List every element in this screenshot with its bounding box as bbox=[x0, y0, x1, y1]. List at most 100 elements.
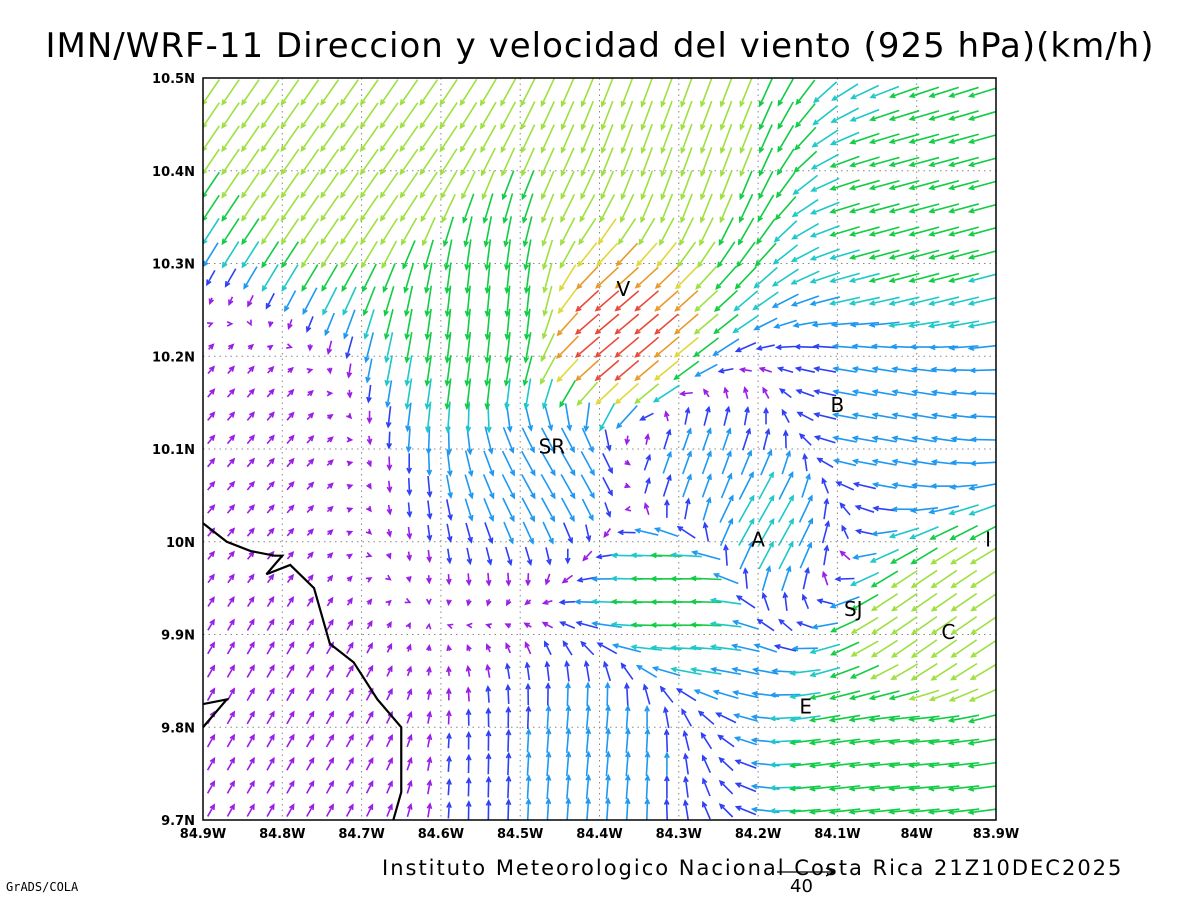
wind-vector bbox=[684, 406, 691, 425]
wind-vector bbox=[465, 800, 472, 820]
wind-vector bbox=[712, 573, 739, 585]
wind-vector bbox=[485, 663, 491, 678]
wind-vector bbox=[928, 133, 960, 144]
wind-vector bbox=[823, 497, 830, 520]
wind-vector bbox=[524, 661, 531, 681]
wind-vector bbox=[828, 738, 861, 746]
wind-vector bbox=[406, 502, 413, 519]
wind-vector bbox=[738, 367, 752, 373]
wind-vector bbox=[346, 641, 354, 654]
wind-vector bbox=[306, 780, 315, 794]
wind-vector bbox=[379, 102, 399, 129]
wind-vector bbox=[281, 241, 300, 269]
wind-vector bbox=[446, 599, 452, 607]
wind-vector bbox=[343, 309, 356, 340]
wind-vector bbox=[710, 666, 742, 676]
lon-tick-label: 84.5W bbox=[497, 827, 543, 842]
wind-vector bbox=[445, 401, 451, 434]
wind-vector bbox=[306, 618, 315, 631]
wind-vector bbox=[732, 314, 760, 334]
lon-tick-label: 84.1W bbox=[814, 827, 860, 842]
wind-vector bbox=[868, 156, 900, 168]
wind-vector bbox=[346, 436, 354, 443]
wind-vector bbox=[795, 79, 816, 106]
wind-vector bbox=[868, 715, 900, 723]
wind-vector bbox=[300, 218, 320, 245]
wind-vector bbox=[545, 774, 552, 800]
wind-vector bbox=[694, 289, 719, 313]
wind-vector bbox=[464, 474, 474, 500]
wind-vector bbox=[719, 147, 733, 178]
wind-vector bbox=[444, 308, 452, 341]
wind-vector bbox=[634, 527, 659, 536]
axis-ticks: 84.9W 84.8W 84.7W 84.6W 84.5W 84.4W 84.3W 84.2W… bbox=[152, 72, 1019, 842]
wind-vector bbox=[226, 457, 236, 468]
wind-vector bbox=[908, 86, 940, 99]
wind-vector bbox=[969, 460, 996, 467]
wind-vector bbox=[967, 110, 996, 121]
wind-vector bbox=[406, 710, 413, 724]
wind-vector bbox=[503, 216, 513, 248]
wind-vector bbox=[405, 428, 412, 454]
wind-vector bbox=[322, 286, 338, 316]
wind-vector bbox=[384, 355, 393, 387]
wind-vector bbox=[700, 123, 713, 155]
wind-vector bbox=[791, 198, 819, 218]
wind-vector bbox=[908, 133, 940, 144]
wind-vector bbox=[756, 218, 776, 245]
wind-vector bbox=[321, 264, 339, 292]
wind-vector bbox=[286, 434, 295, 445]
wind-vector bbox=[928, 272, 960, 283]
wind-vector bbox=[821, 570, 829, 586]
wind-vector bbox=[829, 641, 860, 656]
wind-vector bbox=[580, 450, 595, 477]
wind-vector bbox=[346, 619, 354, 631]
wind-vector bbox=[342, 286, 357, 316]
wind-vector bbox=[644, 704, 650, 730]
wind-vector bbox=[574, 313, 600, 335]
wind-vector bbox=[693, 689, 719, 700]
wind-vector bbox=[718, 779, 734, 795]
wind-vector bbox=[967, 785, 996, 792]
wind-vector bbox=[484, 355, 492, 387]
lon-tick-label: 84.8W bbox=[259, 827, 305, 842]
wind-vector bbox=[306, 641, 315, 655]
wind-vector bbox=[383, 286, 395, 317]
wind-vector bbox=[614, 336, 640, 358]
wind-vector bbox=[306, 596, 314, 607]
wind-vector bbox=[307, 344, 314, 352]
wind-vector bbox=[266, 573, 275, 584]
wind-vector bbox=[849, 132, 880, 145]
wind-vector bbox=[967, 714, 996, 724]
lat-tick-label: 10.5N bbox=[152, 72, 195, 87]
wind-vector bbox=[340, 171, 359, 199]
wind-vector bbox=[950, 412, 977, 419]
wind-vector bbox=[753, 317, 778, 331]
wind-vector bbox=[366, 384, 372, 404]
wind-vector bbox=[306, 664, 315, 678]
wind-vector bbox=[669, 644, 702, 651]
wind-vector bbox=[908, 110, 940, 121]
wind-vector bbox=[556, 358, 579, 383]
wind-vector bbox=[719, 100, 733, 131]
wind-vector bbox=[702, 427, 712, 451]
wind-vector bbox=[286, 480, 295, 491]
wind-vector bbox=[674, 289, 699, 312]
wind-vector bbox=[346, 530, 354, 536]
wind-vector bbox=[868, 738, 900, 746]
wind-vector bbox=[614, 359, 640, 382]
wind-vector bbox=[522, 216, 533, 248]
wind-vector bbox=[930, 412, 957, 420]
wind-vector bbox=[359, 148, 379, 176]
wind-vector bbox=[524, 641, 532, 655]
wind-vector bbox=[615, 242, 639, 267]
wind-vector bbox=[950, 639, 978, 658]
wind-vector bbox=[444, 331, 452, 364]
wind-vector bbox=[403, 262, 415, 294]
wind-vector bbox=[465, 730, 472, 750]
wind-vector bbox=[207, 596, 215, 607]
wind-vector bbox=[207, 504, 216, 514]
wind-vector bbox=[585, 773, 592, 800]
wind-vector bbox=[465, 708, 472, 726]
wind-vector bbox=[719, 170, 733, 201]
